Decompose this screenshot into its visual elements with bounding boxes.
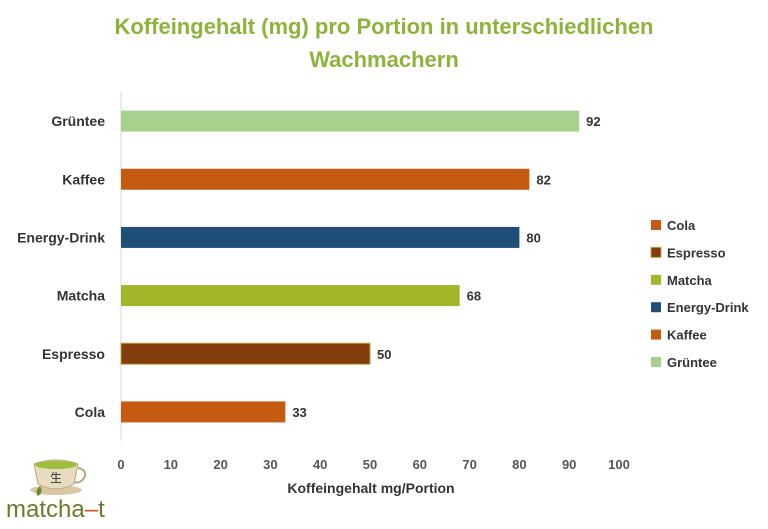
- data-label: 33: [292, 405, 306, 420]
- data-label: 82: [536, 172, 550, 187]
- bar-gr-ntee: [121, 110, 580, 132]
- legend-swatch: [651, 357, 661, 367]
- x-axis-ticks: 0 10 20 30 40 50 60 70 80 90 100: [117, 457, 629, 472]
- x-axis-title: Koffeingehalt mg/Portion: [287, 480, 454, 496]
- bar-espresso: [120, 342, 371, 365]
- legend-swatch: [650, 246, 662, 258]
- legend-swatch: [651, 274, 661, 285]
- chart-title-line2: Wachmachern: [309, 47, 459, 72]
- legend-item-label: Energy-Drink: [667, 300, 749, 315]
- plot-area: Grüntee 92 Kaffee 82 Energy-Drink 80 Matcha 68 E…: [17, 92, 601, 441]
- logo-text-part1: matcha: [6, 496, 85, 523]
- legend: Cola Espresso Matcha Energy-Drink Kaffee Grün…: [650, 218, 749, 370]
- x-tick-label: 10: [164, 457, 178, 472]
- x-tick-label: 50: [363, 457, 377, 472]
- category-label: Kaffee: [62, 171, 105, 187]
- logo-text: matcha–t: [6, 496, 105, 524]
- bar-energy-drink: [121, 226, 520, 248]
- legend-item-label: Espresso: [667, 245, 726, 260]
- chart-title: Koffeingehalt (mg) pro Portion in unters…: [0, 10, 768, 76]
- x-tick-label: 60: [413, 457, 427, 472]
- x-tick-label: 70: [462, 457, 476, 472]
- x-tick-label: 40: [313, 457, 327, 472]
- x-tick-label: 100: [608, 457, 630, 472]
- data-label: 50: [377, 347, 391, 362]
- data-label: 68: [467, 289, 481, 304]
- logo-text-dash: –: [84, 496, 99, 523]
- logo-text-part2: t: [98, 496, 105, 523]
- x-tick-label: 20: [213, 457, 227, 472]
- legend-swatch: [651, 329, 661, 340]
- category-label: Cola: [75, 404, 106, 420]
- legend-item-label: Cola: [667, 218, 696, 233]
- bar-cola: [121, 401, 286, 423]
- category-label: Matcha: [57, 288, 105, 304]
- data-label: 80: [526, 230, 540, 245]
- teacup-logo-icon: 生: [30, 459, 87, 496]
- legend-item-label: Matcha: [667, 273, 713, 288]
- legend-swatch: [651, 302, 661, 313]
- bar-matcha: [121, 285, 460, 307]
- legend-item-label: Grüntee: [667, 355, 717, 370]
- category-label: Energy-Drink: [17, 229, 105, 245]
- bar-kaffee: [121, 168, 530, 190]
- legend-swatch: [651, 220, 661, 230]
- legend-item-label: Kaffee: [667, 328, 707, 343]
- logo-kanji: 生: [50, 471, 62, 485]
- x-tick-label: 0: [117, 457, 124, 472]
- x-tick-label: 90: [562, 457, 576, 472]
- data-label: 92: [586, 114, 600, 129]
- chart-title-line1: Koffeingehalt (mg) pro Portion in unters…: [114, 14, 654, 39]
- category-label: Grüntee: [51, 113, 105, 129]
- x-tick-label: 30: [263, 457, 277, 472]
- category-label: Espresso: [42, 346, 105, 362]
- x-tick-label: 80: [512, 457, 526, 472]
